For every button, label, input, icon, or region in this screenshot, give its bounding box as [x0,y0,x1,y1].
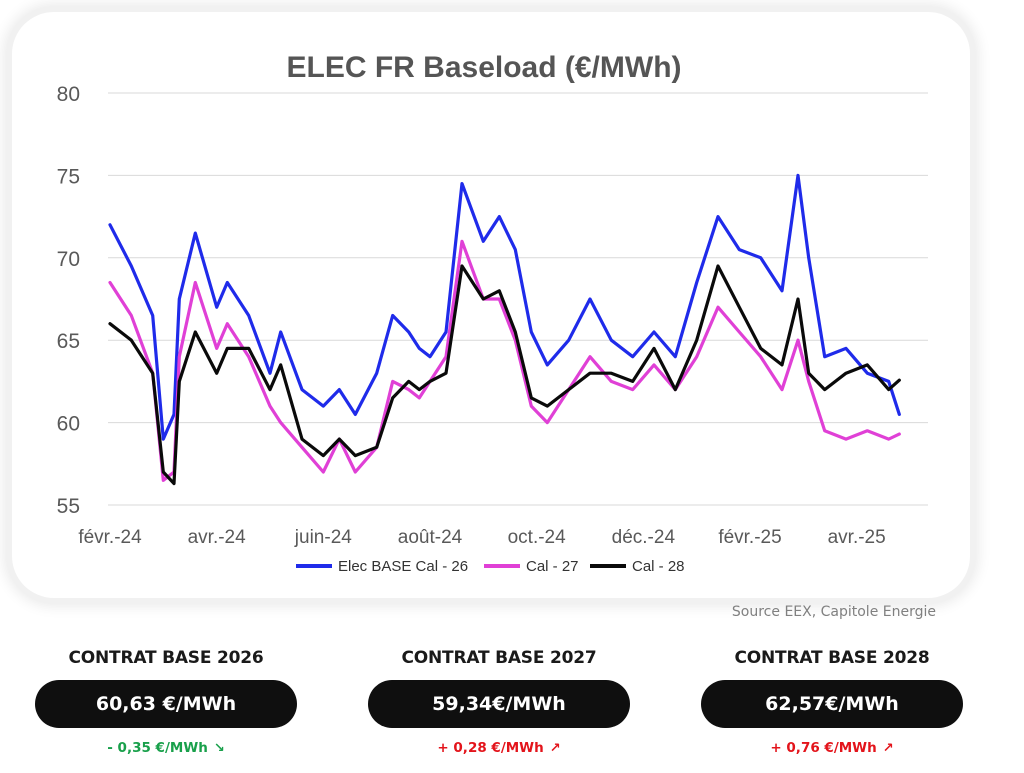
contract-price: 59,34€/MWh [368,680,630,728]
contract-price: 60,63 €/MWh [35,680,297,728]
x-tick-label: févr.-24 [78,527,142,548]
legend: Elec BASE Cal - 26 Cal - 27 Cal - 28 [296,558,685,575]
contract-2028: CONTRAT BASE 2028 62,57€/MWh + 0,76 €/MW… [701,648,963,756]
series-line-2 [108,239,901,482]
x-axis: févr.-24 avr.-24 juin-24 août-24 oct.-24 déc.… [78,527,885,548]
arrow-up-right-icon: ↗ [882,741,894,756]
contract-change: + 0,76 €/MWh ↗ [701,740,963,756]
chart-title: ELEC FR Baseload (€/MWh) [286,51,681,84]
x-tick-label: juin-24 [294,527,352,548]
y-tick-label: 65 [57,330,80,353]
contract-price: 62,57€/MWh [701,680,963,728]
y-tick-label: 75 [57,165,80,188]
line-chart: ELEC FR Baseload (€/MWh) 55 60 65 70 75 80 fé… [57,51,928,575]
chart-card [12,12,970,598]
y-tick-label: 80 [57,83,80,106]
source-note: Source EEX, Capitole Energie [731,604,936,620]
arrow-up-right-icon: ↗ [549,741,561,756]
legend-label: Elec BASE Cal - 26 [338,558,468,575]
y-axis: 55 60 65 70 75 80 [57,83,80,518]
x-tick-label: avr.-24 [188,527,247,548]
y-tick-label: 60 [57,413,80,436]
x-tick-label: déc.-24 [612,527,676,548]
contract-change: + 0,28 €/MWh ↗ [368,740,630,756]
change-value: + 0,76 €/MWh [770,740,877,756]
contract-change: - 0,35 €/MWh ↘ [35,740,297,756]
contract-label: CONTRAT BASE 2026 [68,648,264,668]
y-tick-label: 55 [57,495,80,518]
series-line-1 [108,173,901,441]
change-value: - 0,35 €/MWh [107,740,208,756]
x-tick-label: févr.-25 [718,527,781,548]
arrow-down-right-icon: ↘ [213,741,225,756]
legend-label: Cal - 27 [526,558,579,575]
contract-2027: CONTRAT BASE 2027 59,34€/MWh + 0,28 €/MW… [368,648,630,756]
x-tick-label: avr.-25 [828,527,886,548]
contract-2026: CONTRAT BASE 2026 60,63 €/MWh - 0,35 €/M… [35,648,297,756]
legend-label: Cal - 28 [632,558,685,575]
x-tick-label: août-24 [398,527,463,548]
x-tick-label: oct.-24 [508,527,567,548]
series-lines [108,173,901,486]
y-tick-label: 70 [57,248,80,271]
grid-lines [108,92,928,506]
contract-label: CONTRAT BASE 2027 [401,648,597,668]
series-line-3 [108,264,901,486]
change-value: + 0,28 €/MWh [437,740,544,756]
contract-label: CONTRAT BASE 2028 [734,648,930,668]
